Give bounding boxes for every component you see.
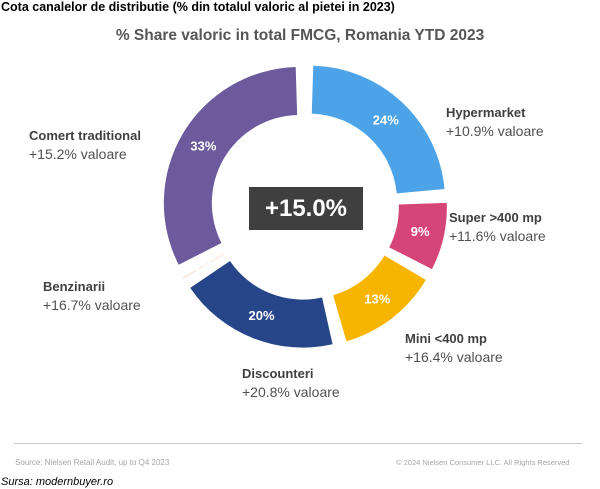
legend-discounteri-growth: +20.8% valoare xyxy=(242,384,340,400)
slice-label-super-400-mp: 9% xyxy=(411,224,430,239)
legend-mini-name: Mini <400 mp xyxy=(405,331,487,346)
legend-hypermarket-growth: +10.9% valoare xyxy=(446,123,544,139)
legend-super-name: Super >400 mp xyxy=(449,210,542,225)
legend-discounteri-name: Discounteri xyxy=(242,366,314,381)
legend-super-growth: +11.6% valoare xyxy=(449,228,546,244)
legend-super: Super >400 mp +11.6% valoare xyxy=(449,208,546,246)
credit-source: Sursa: modernbuyer.ro xyxy=(1,476,114,488)
legend-mini-growth: +16.4% valoare xyxy=(405,349,503,365)
slice-label-mini-400-mp: 13% xyxy=(364,292,390,307)
chart-title: % Share valoric in total FMCG, Romania Y… xyxy=(115,27,485,44)
slice-label-comert-traditional: 33% xyxy=(190,138,216,153)
footer-copyright: © 2024 Nielsen Consumer LLC. All Rights … xyxy=(396,458,570,467)
legend-comert-traditional: Comert traditional +15.2% valoare xyxy=(29,126,141,164)
footer-source: Source: Nielsen Retail Audit, up to Q4 2… xyxy=(15,458,170,467)
legend-benzinarii-name: Benzinarii xyxy=(43,279,106,294)
slice-label-discounteri: 20% xyxy=(249,308,275,323)
legend-comert-traditional-growth: +15.2% valoare xyxy=(29,146,127,162)
legend-hypermarket-name: Hypermarket xyxy=(446,105,526,120)
slice-comert-traditional xyxy=(163,67,298,265)
slice-super-400-mp xyxy=(389,202,447,270)
legend-hypermarket: Hypermarket +10.9% valoare xyxy=(446,103,544,141)
legend-mini: Mini <400 mp +16.4% valoare xyxy=(405,329,503,367)
slice-label-hypermarket: 24% xyxy=(373,112,399,127)
legend-discounteri: Discounteri +20.8% valoare xyxy=(242,364,340,402)
legend-benzinarii-growth: +16.7% valoare xyxy=(43,297,141,313)
page-title: Cota canalelor de distributie (% din tot… xyxy=(1,0,395,14)
legend-benzinarii: Benzinarii +16.7% valoare xyxy=(43,277,141,315)
center-growth-badge: +15.0% xyxy=(249,187,363,230)
legend-comert-traditional-name: Comert traditional xyxy=(29,128,141,143)
slice-hypermarket xyxy=(311,65,445,194)
slice-discounteri xyxy=(190,260,333,348)
slice-label-benzinarii: 1% xyxy=(194,259,213,274)
footer-divider xyxy=(14,443,582,444)
slice-benzinarii xyxy=(182,253,225,279)
slice-mini-400-mp xyxy=(333,255,426,342)
